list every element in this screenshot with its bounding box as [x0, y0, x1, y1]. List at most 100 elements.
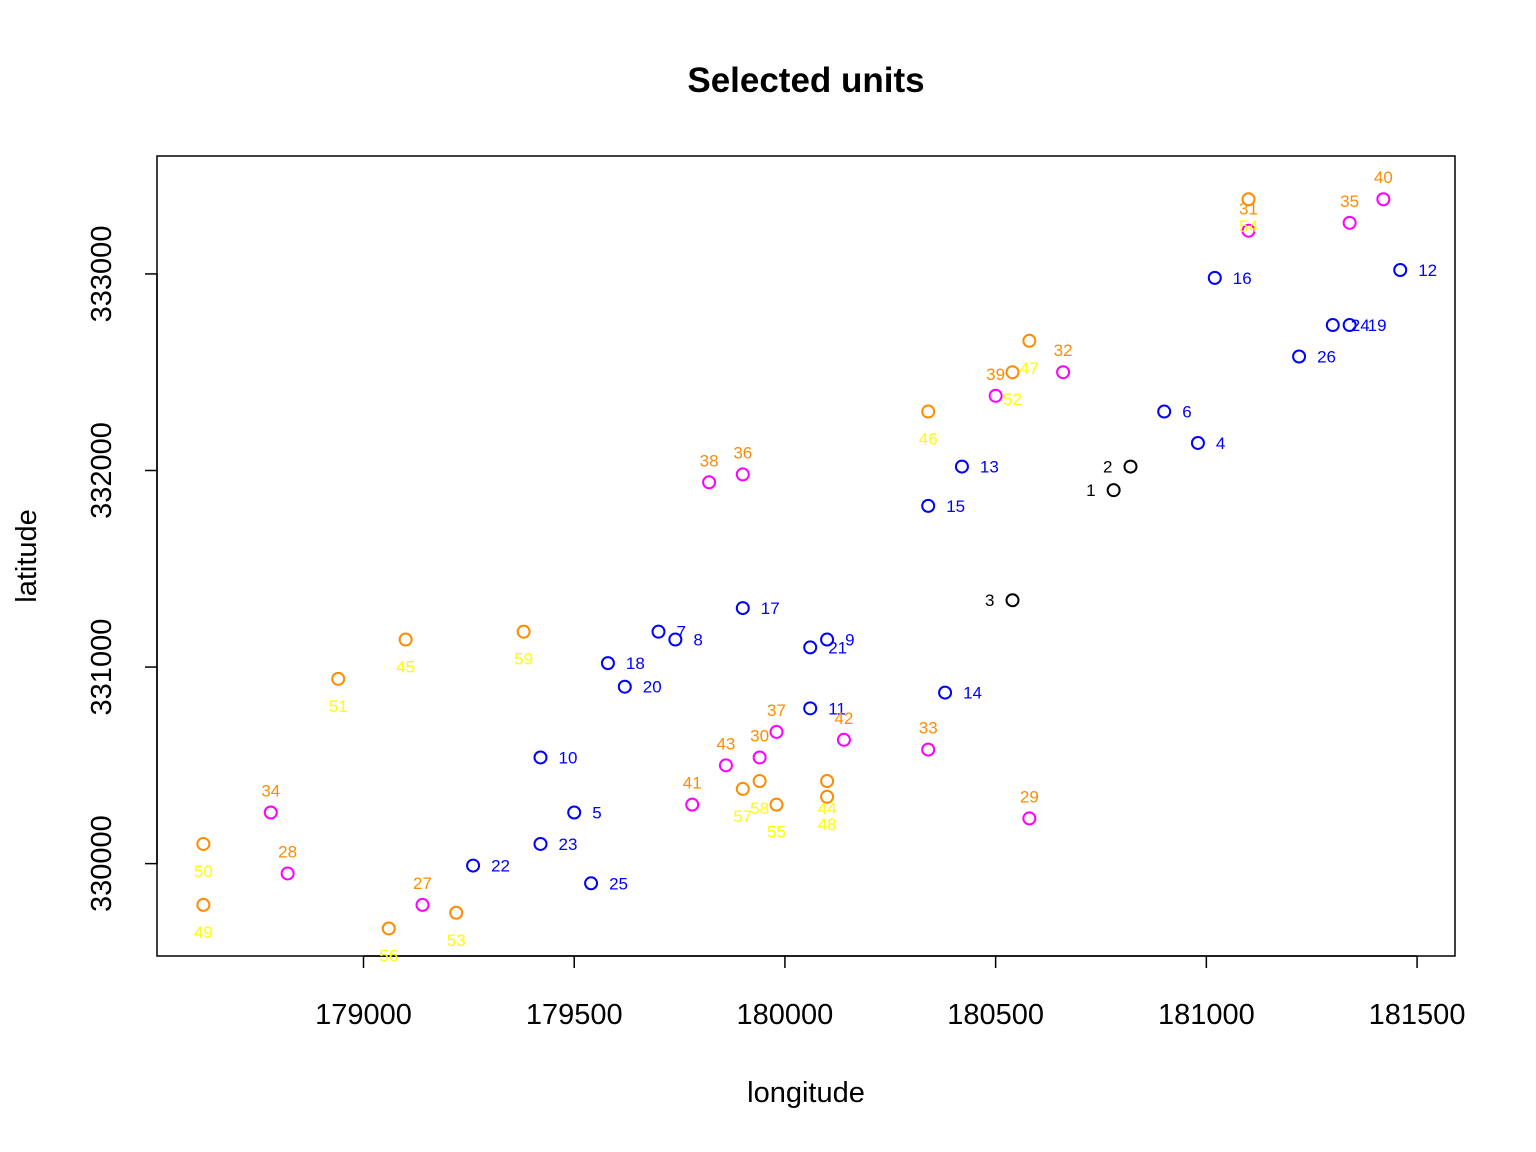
point-label: 53: [447, 931, 466, 950]
data-point: [921, 404, 936, 419]
data-point: [263, 805, 278, 820]
data-point: [381, 921, 396, 936]
data-point: [1022, 333, 1037, 348]
data-point: [718, 758, 733, 773]
point-label: 51: [329, 697, 348, 716]
data-point: [1005, 593, 1020, 608]
point-label: 49: [194, 923, 213, 942]
plot-frame: [156, 155, 1456, 957]
point-label: 46: [919, 430, 938, 449]
data-point: [735, 781, 750, 796]
y-axis-label: latitude: [11, 509, 43, 603]
point-label: 32: [1054, 341, 1073, 360]
point-label: 13: [980, 458, 999, 477]
point-label: 20: [643, 678, 662, 697]
data-point: [1190, 435, 1205, 450]
data-point: [820, 632, 835, 647]
point-label: 33: [919, 719, 938, 738]
point-label: 2: [1103, 458, 1112, 477]
point-label: 47: [1020, 359, 1039, 378]
point-label: 10: [559, 748, 578, 767]
data-point: [988, 388, 1003, 403]
x-tick-label: 180000: [737, 999, 834, 1031]
data-point: [1393, 263, 1408, 278]
point-label: 24: [1351, 316, 1370, 335]
point-label: 7: [677, 623, 686, 642]
point-label: 58: [750, 799, 769, 818]
point-label: 44: [818, 799, 837, 818]
data-point: [1325, 318, 1340, 333]
data-point: [567, 805, 582, 820]
data-point: [196, 836, 211, 851]
point-label: 56: [379, 946, 398, 965]
point-label: 37: [767, 701, 786, 720]
data-point: [1207, 270, 1222, 285]
data-point: [1022, 811, 1037, 826]
point-label: 14: [963, 684, 982, 703]
point-label: 36: [733, 443, 752, 462]
data-point: [331, 671, 346, 686]
point-label: 52: [1003, 390, 1022, 409]
point-label: 18: [626, 654, 645, 673]
x-axis-label: longitude: [747, 1077, 865, 1109]
data-point: [651, 624, 666, 639]
y-axis: 330000 331000 332000 333000: [86, 226, 158, 912]
point-label: 16: [1233, 269, 1252, 288]
data-point: [196, 897, 211, 912]
data-point: [584, 876, 599, 891]
point-label: 43: [716, 734, 735, 753]
data-point: [415, 897, 430, 912]
point-label: 21: [828, 638, 847, 657]
data-point: [1342, 215, 1357, 230]
data-point: [600, 656, 615, 671]
data-point: [466, 858, 481, 873]
data-point: [938, 685, 953, 700]
point-label: 41: [683, 774, 702, 793]
point-label: 1: [1086, 481, 1095, 500]
x-tick-label: 180500: [947, 999, 1044, 1031]
point-label: 40: [1374, 168, 1393, 187]
x-tick-label: 181500: [1369, 999, 1466, 1031]
point-label: 29: [1020, 787, 1039, 806]
data-point: [921, 742, 936, 757]
data-point: [735, 467, 750, 482]
data-point: [803, 701, 818, 716]
point-label: 25: [609, 874, 628, 893]
data-point: [516, 624, 531, 639]
point-label: 54: [1239, 217, 1258, 236]
point-label: 30: [750, 726, 769, 745]
data-point: [1056, 365, 1071, 380]
data-point: [1106, 483, 1121, 498]
x-tick-label: 179000: [315, 999, 412, 1031]
data-point: [1157, 404, 1172, 419]
data-point: [1376, 192, 1391, 207]
point-label: 12: [1418, 261, 1437, 280]
point-label: 6: [1182, 403, 1191, 422]
point-label: 42: [834, 709, 853, 728]
point-label: 35: [1340, 192, 1359, 211]
y-tick-label: 332000: [86, 422, 118, 519]
point-label: 9: [845, 631, 854, 650]
data-point: [685, 797, 700, 812]
data-point: [1241, 192, 1256, 207]
data-point: [617, 679, 632, 694]
data-point: [1123, 459, 1138, 474]
x-tick-label: 181000: [1158, 999, 1255, 1031]
data-point: [533, 836, 548, 851]
data-point: [398, 632, 413, 647]
point-label: 39: [986, 365, 1005, 384]
point-label: 55: [767, 823, 786, 842]
data-point: [1342, 318, 1357, 333]
point-label: 26: [1317, 347, 1336, 366]
data-point: [280, 866, 295, 881]
data-point: [752, 750, 767, 765]
data-point: [449, 905, 464, 920]
y-tick-label: 331000: [86, 619, 118, 716]
data-point: [921, 498, 936, 513]
data-point: [769, 797, 784, 812]
point-label: 5: [592, 804, 601, 823]
data-point: [954, 459, 969, 474]
data-point: [752, 774, 767, 789]
x-axis: 179000 179500 180000 180500 181000 181500: [315, 955, 1466, 1031]
